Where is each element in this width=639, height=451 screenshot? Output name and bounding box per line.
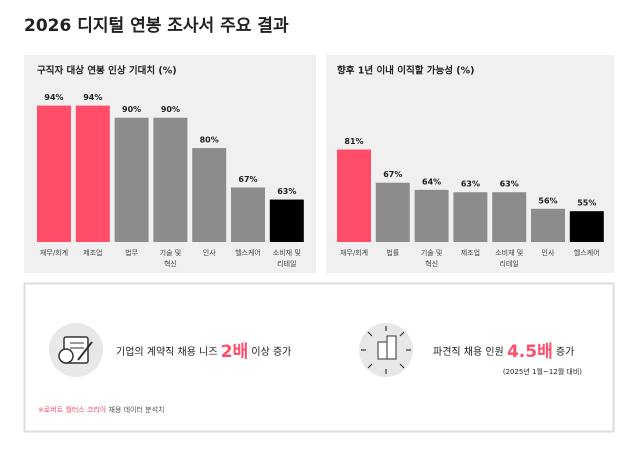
x-tick-label: 인사 xyxy=(542,248,555,257)
x-tick-label: 제조업 xyxy=(83,249,102,257)
bar xyxy=(414,189,449,242)
value-label: 90% xyxy=(161,105,180,114)
footnote-text: 채용 데이터 분석치 xyxy=(109,405,165,414)
bar xyxy=(492,192,527,242)
x-tick-label: 소비재 및 리테일 xyxy=(495,248,523,268)
x-tick-label: 인사 xyxy=(203,248,216,257)
value-label: 94% xyxy=(44,93,63,102)
value-label: 56% xyxy=(538,196,557,205)
bar xyxy=(375,182,410,242)
highlight-emphasis: 4.5배 xyxy=(507,342,553,362)
highlight-text: 파견직 채용 인원 xyxy=(433,346,504,358)
bar xyxy=(75,105,110,242)
chart-title: 구직자 대상 연봉 인상 기대치 (%) xyxy=(37,65,177,77)
bar xyxy=(192,148,227,242)
x-tick-label: 기술 및 혁신 xyxy=(421,248,443,268)
bar xyxy=(153,117,188,242)
x-tick-label: 기술 및 혁신 xyxy=(160,248,182,268)
value-label: 94% xyxy=(83,93,102,102)
value-label: 64% xyxy=(422,177,441,186)
page-title: 2026 디지털 연봉 조사서 주요 결과 xyxy=(24,16,289,36)
value-label: 90% xyxy=(122,105,141,114)
footnote-source: ※로버트 월터스 코리아 xyxy=(38,405,107,414)
building-icon xyxy=(359,323,413,377)
bar xyxy=(37,105,71,242)
highlight-text: 증가 xyxy=(556,346,574,358)
bar xyxy=(531,208,565,242)
value-label: 80% xyxy=(200,136,219,145)
highlight-text: 기업의 계약직 채용 니즈 xyxy=(116,345,218,358)
highlight-2: 파견직 채용 인원 4.5배 증가 xyxy=(433,342,574,362)
bar xyxy=(231,187,265,242)
x-tick-label: 헬스케어 xyxy=(235,248,261,257)
x-tick-label: 제조업 xyxy=(461,249,480,257)
summary-box xyxy=(23,282,615,433)
value-label: 67% xyxy=(383,170,402,179)
highlight-text: 이상 증가 xyxy=(251,346,291,358)
x-tick-label: 법무 xyxy=(125,248,138,257)
x-tick-label: 법률 xyxy=(386,248,399,257)
bar xyxy=(114,117,149,242)
value-label: 63% xyxy=(461,180,480,189)
value-label: 67% xyxy=(238,175,257,184)
x-tick-label: 재무/회계 xyxy=(340,248,368,257)
bar xyxy=(269,199,304,242)
x-tick-label: 헬스케어 xyxy=(574,248,600,257)
x-tick-label: 재무/회계 xyxy=(40,248,68,257)
value-label: 63% xyxy=(277,187,296,196)
highlight-emphasis: 2배 xyxy=(221,342,248,362)
highlight-1: 기업의 계약직 채용 니즈 2배 이상 증가 xyxy=(116,342,291,362)
contract-icon xyxy=(49,323,103,377)
x-tick-label: 소비재 및 리테일 xyxy=(273,248,301,268)
chart-title: 향후 1년 이내 이직할 가능성 (%) xyxy=(337,65,475,77)
bar xyxy=(569,211,604,242)
bar xyxy=(337,149,371,242)
value-label: 55% xyxy=(577,199,596,208)
value-label: 63% xyxy=(500,180,519,189)
footnote: ※로버트 월터스 코리아 채용 데이터 분석치 xyxy=(38,405,165,414)
highlight-note: (2025년 1월~12월 대비) xyxy=(503,367,582,376)
value-label: 81% xyxy=(344,137,363,146)
bar xyxy=(453,192,488,242)
